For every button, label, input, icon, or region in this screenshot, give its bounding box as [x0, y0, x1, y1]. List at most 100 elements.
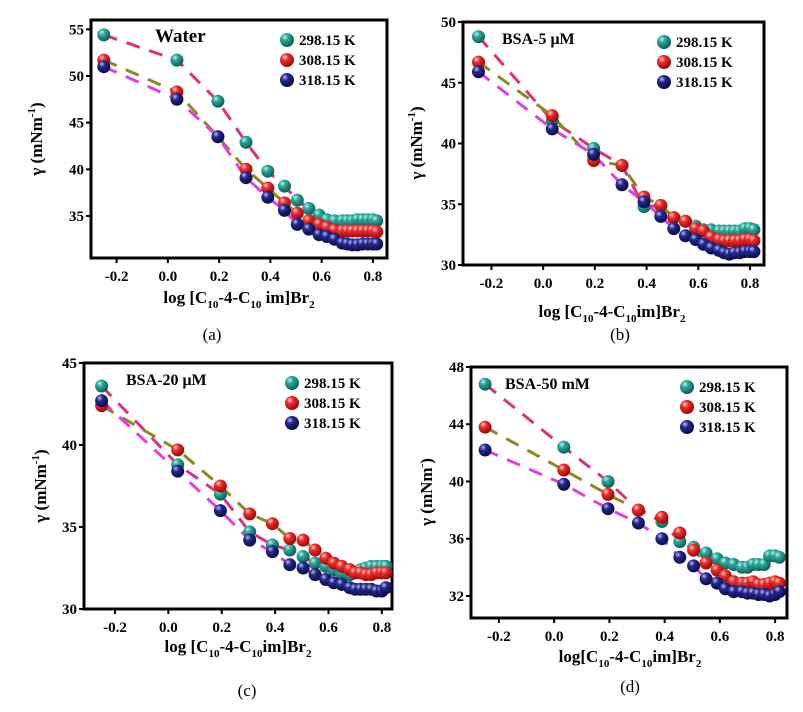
data-point — [587, 147, 601, 161]
fit-line — [103, 58, 310, 222]
x-tick-label: 0.2 — [586, 276, 605, 292]
data-point — [379, 566, 393, 580]
data-point — [283, 532, 297, 545]
data-point — [699, 572, 713, 586]
x-axis-label-part: im]Br — [263, 637, 307, 656]
y-tick-label: 55 — [69, 22, 84, 38]
legend-marker — [285, 416, 299, 430]
data-point — [678, 229, 692, 243]
x-tick-label: 0.2 — [212, 620, 231, 636]
data-point — [667, 211, 681, 225]
y-tick-label: 35 — [69, 209, 84, 225]
y-axis-label: γ (mNm-) — [416, 458, 436, 527]
x-axis-label: log [C10-4-C10im]Br2 — [539, 302, 686, 325]
data-point — [370, 225, 384, 239]
data-point — [302, 202, 316, 215]
data-point — [699, 546, 713, 560]
x-tick-label: 0.6 — [689, 276, 708, 292]
y-axis-label-text: γ (mNm — [31, 464, 50, 523]
x-tick-label: 0.2 — [210, 269, 229, 285]
data-point — [655, 510, 669, 524]
chart-panel-d: -0.2 0.0 0.2 0.4 0.6 0.8 32 36 40 44 48 BSA-50 mM 29… — [416, 360, 789, 696]
series-31815 — [472, 65, 761, 261]
data-point — [296, 533, 310, 547]
data-point — [283, 543, 297, 557]
legend-label: 318.15 K — [304, 416, 361, 432]
x-axis-label-part: 2 — [680, 313, 686, 325]
legend-marker — [657, 55, 671, 69]
legend-label: 308.15 K — [676, 55, 733, 71]
chart-panel-a: -0.2 0.0 0.2 0.4 0.6 0.8 35 40 45 50 55 Water 298.15… — [26, 18, 389, 344]
chart-panel-c: -0.2 0.0 0.2 0.4 0.6 0.8 30 35 40 45 BSA-20 μM 298.… — [30, 356, 394, 700]
fit-line — [477, 35, 686, 223]
data-point — [557, 440, 571, 454]
data-point — [243, 507, 257, 521]
panel-title: BSA-50 mM — [505, 376, 590, 393]
x-axis-label-part: 10 — [582, 313, 594, 325]
x-axis-label: log [C10-4-C10 im]Br2 — [163, 288, 315, 311]
series-30815 — [97, 53, 384, 239]
data-point — [296, 561, 310, 575]
data-point — [545, 122, 559, 136]
x-tick-label: 0.8 — [766, 629, 785, 645]
x-axis-label-part: 10 — [207, 299, 219, 311]
fit-line — [100, 404, 317, 552]
x-axis-label: log[C10-4-C10im]Br2 — [559, 647, 702, 670]
data-point — [239, 171, 253, 185]
data-point — [283, 558, 297, 572]
data-point — [687, 559, 701, 573]
series-31815 — [97, 60, 384, 252]
fit-line — [484, 383, 707, 555]
legend-marker — [285, 376, 299, 390]
y-tick-label: 30 — [441, 258, 456, 274]
legend-marker — [680, 420, 694, 434]
y-axis-label-sup: - — [416, 463, 428, 467]
data-point — [261, 164, 275, 178]
legend-label: 308.15 K — [299, 53, 356, 69]
plot-frame — [469, 365, 789, 620]
legend-marker — [280, 53, 294, 67]
y-tick-label: 40 — [69, 162, 84, 178]
y-axis-label-end: ) — [417, 458, 436, 464]
plot-frame — [82, 361, 394, 611]
y-axis-label-end: ) — [31, 449, 50, 455]
x-axis-label-part: im]Br — [637, 302, 681, 321]
data-point — [601, 475, 615, 488]
legend-label: 298.15 K — [304, 376, 361, 392]
x-tick-label: 0.6 — [711, 629, 730, 645]
data-point — [637, 195, 651, 209]
y-axis-label-end: ) — [27, 102, 46, 108]
data-point — [211, 94, 225, 108]
data-point — [545, 109, 559, 123]
data-point — [170, 92, 184, 106]
series-31815 — [95, 394, 393, 598]
panel-title: Water — [155, 26, 206, 47]
y-tick-label: 45 — [441, 76, 456, 92]
data-point — [213, 479, 227, 493]
data-point — [95, 394, 109, 408]
data-point — [631, 516, 645, 530]
data-point — [171, 443, 185, 457]
data-point — [615, 178, 629, 192]
data-point — [601, 487, 615, 501]
data-point — [772, 585, 786, 599]
series-29815 — [97, 28, 384, 228]
panel-label: (c) — [238, 681, 257, 700]
y-axis-label-text: γ (mNm — [407, 121, 426, 180]
data-point — [699, 556, 713, 570]
x-axis-label-part: 10 — [208, 648, 220, 660]
data-point — [747, 234, 761, 248]
data-point — [747, 245, 761, 259]
legend-marker — [285, 396, 299, 410]
data-point — [302, 222, 316, 236]
x-axis-label-part: im]Br — [652, 647, 696, 666]
data-point — [678, 214, 692, 228]
legend-label: 318.15 K — [676, 75, 733, 91]
data-point — [654, 199, 668, 212]
x-axis-label-part: log[C — [559, 647, 599, 666]
data-point — [265, 517, 279, 531]
fit-line — [100, 399, 316, 576]
data-point — [213, 504, 227, 518]
y-axis-label: γ (mNm-1) — [30, 449, 50, 523]
